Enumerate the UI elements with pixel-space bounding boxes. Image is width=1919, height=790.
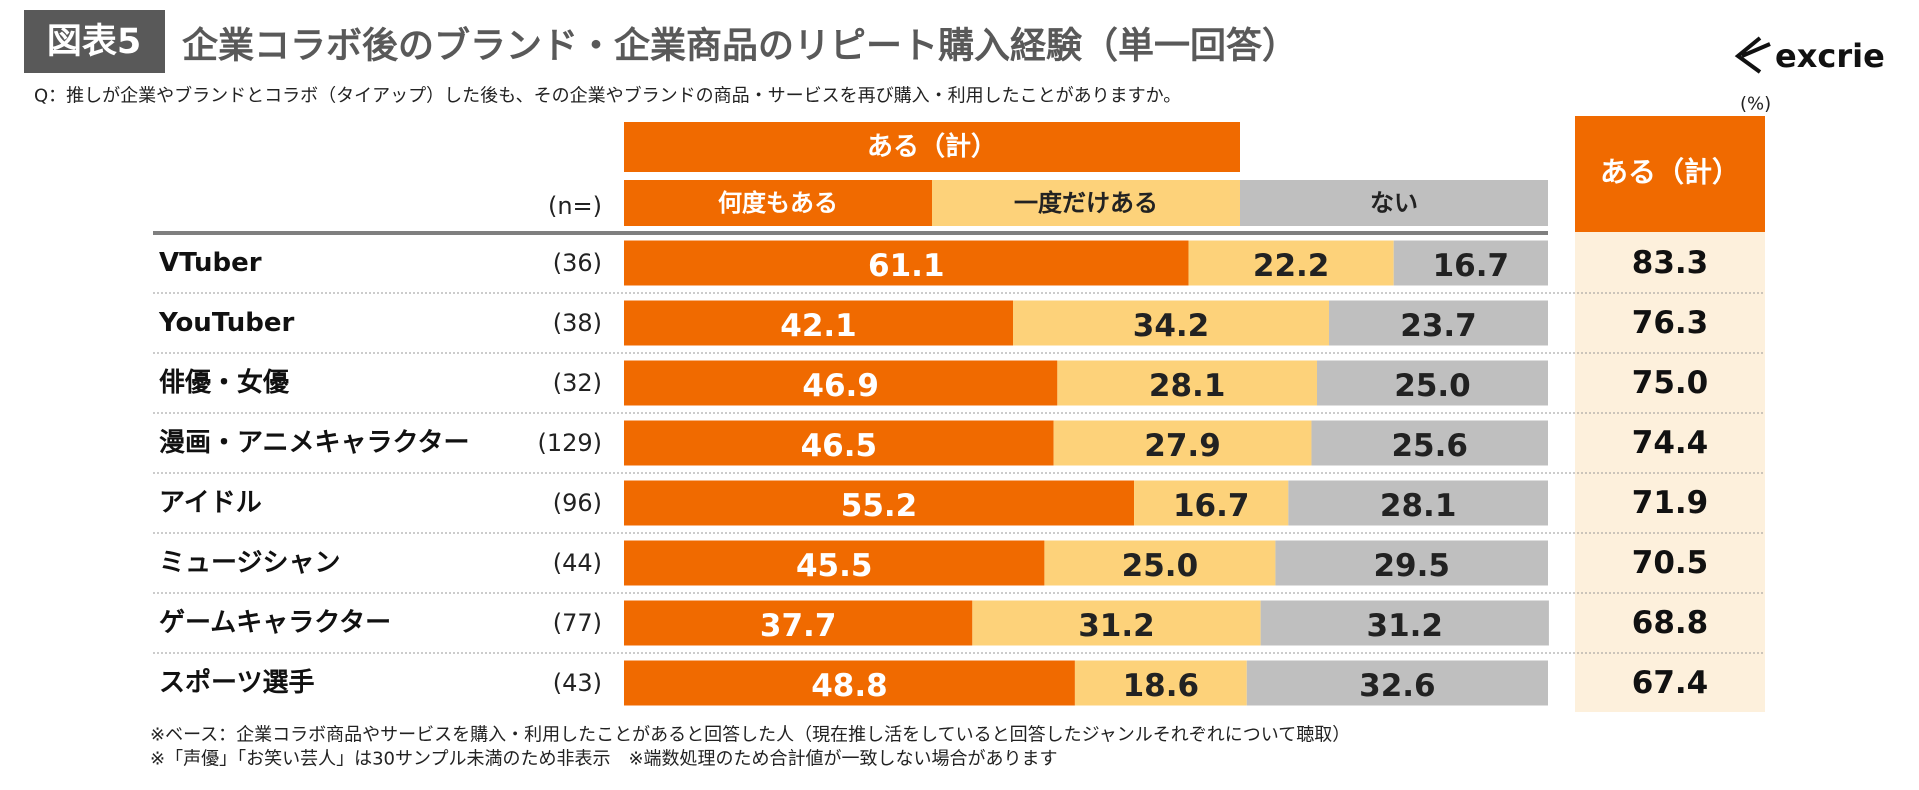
legend-swatch	[624, 180, 932, 226]
n-label: (77)	[553, 609, 602, 637]
value-label: 29.5	[1373, 548, 1450, 584]
logo: excrie	[1775, 37, 1885, 75]
total-header-box	[1575, 116, 1765, 232]
bar-segment	[624, 420, 1054, 466]
value-label: 48.8	[811, 668, 888, 704]
bar-segment	[1329, 300, 1548, 346]
value-label: 46.9	[802, 368, 879, 404]
n-header: (n=)	[548, 192, 602, 220]
value-label: 25.0	[1122, 548, 1199, 584]
value-label: 28.1	[1380, 488, 1457, 524]
question: Q：推しが企業やブランドとコラボ（タイアップ）した後も、その企業やブランドの商品…	[34, 85, 1181, 107]
n-label: (43)	[553, 669, 602, 697]
bar-segment	[1057, 360, 1317, 406]
value-label: 25.6	[1391, 428, 1468, 464]
value-label: 32.6	[1359, 668, 1436, 704]
category-label: YouTuber	[158, 308, 294, 338]
n-label: (32)	[553, 369, 602, 397]
value-label: 45.5	[796, 548, 873, 584]
bar-segment	[624, 300, 1014, 346]
bar-segment	[624, 660, 1075, 706]
value-label: 55.2	[841, 488, 918, 524]
value-label: 28.1	[1149, 368, 1226, 404]
total-label: 76.3	[1632, 305, 1709, 341]
unit: (%)	[1740, 94, 1771, 115]
n-label: (38)	[553, 309, 602, 337]
value-label: 16.7	[1433, 248, 1510, 284]
group-header-box	[624, 122, 1240, 172]
total-label: 83.3	[1632, 245, 1709, 281]
bar-segment	[1311, 420, 1548, 466]
category-label: ミュージシャン	[159, 548, 340, 578]
bar-segment	[972, 600, 1261, 646]
value-label: 37.7	[760, 608, 837, 644]
group-header: ある（計）	[867, 131, 997, 162]
bar-segment	[1246, 660, 1548, 706]
n-label: (36)	[553, 249, 602, 277]
n-label: (44)	[553, 549, 602, 577]
bar-segment	[1260, 600, 1549, 646]
footnote: ※ベース：企業コラボ商品やサービスを購入・利用したことがあると回答した人（現在推…	[150, 725, 1350, 746]
value-label: 31.2	[1078, 608, 1155, 644]
value-label: 34.2	[1133, 308, 1210, 344]
bar-segment	[1188, 240, 1394, 286]
value-label: 25.0	[1394, 368, 1471, 404]
logo-mark	[1734, 36, 1771, 74]
bar-segment	[1288, 480, 1548, 526]
value-label: 16.7	[1173, 488, 1250, 524]
value-label: 61.1	[868, 248, 945, 284]
value-label: 42.1	[780, 308, 857, 344]
category-label: 漫画・アニメキャラクター	[159, 428, 469, 458]
total-label: 68.8	[1632, 605, 1709, 641]
n-label: (96)	[553, 489, 602, 517]
total-label: 67.4	[1632, 665, 1709, 701]
category-label: VTuber	[159, 248, 262, 278]
value-label: 18.6	[1123, 668, 1200, 704]
category-label: 俳優・女優	[159, 367, 290, 398]
legend-swatch	[1240, 180, 1548, 226]
bar-segment	[1044, 540, 1276, 586]
badge-box	[24, 10, 165, 73]
category-label: ゲームキャラクター	[159, 608, 391, 638]
bar-segment	[1013, 300, 1330, 346]
bar-segment	[1275, 540, 1548, 586]
value-label: 46.5	[801, 428, 878, 464]
legend-swatch	[932, 180, 1240, 226]
value-label: 22.2	[1253, 248, 1330, 284]
bar-segment	[1393, 240, 1548, 286]
value-label: 23.7	[1400, 308, 1477, 344]
total-label: 70.5	[1632, 545, 1709, 581]
value-label: 31.2	[1367, 608, 1444, 644]
category-label: スポーツ選手	[159, 667, 314, 698]
bar-segment	[624, 360, 1058, 406]
bar-segment	[1317, 360, 1548, 406]
total-label: 75.0	[1632, 365, 1709, 401]
category-label: アイドル	[159, 488, 262, 518]
legend-label: 何度もある	[718, 189, 838, 217]
bar-segment	[1074, 660, 1247, 706]
footnote: ※「声優」「お笑い芸人」は30サンプル未満のため非表示 ※端数処理のため合計値が…	[150, 749, 1058, 770]
value-label: 27.9	[1144, 428, 1221, 464]
chart-title: 企業コラボ後のブランド・企業商品のリピート購入経験（単一回答）	[182, 25, 1298, 67]
badge: 図表5	[47, 22, 141, 62]
total-header: ある（計）	[1600, 156, 1740, 189]
n-label: (129)	[537, 429, 602, 457]
bar-segment	[1134, 480, 1289, 526]
bar-segment	[624, 480, 1135, 526]
bar-segment	[1053, 420, 1312, 466]
total-label: 74.4	[1632, 425, 1709, 461]
total-column-bg	[1575, 232, 1765, 712]
bar-segment	[624, 600, 973, 646]
total-label: 71.9	[1632, 485, 1709, 521]
legend-label: 一度だけある	[1014, 189, 1158, 217]
bar-segment	[624, 240, 1189, 286]
legend-label: ない	[1370, 189, 1418, 217]
bar-segment	[624, 540, 1045, 586]
